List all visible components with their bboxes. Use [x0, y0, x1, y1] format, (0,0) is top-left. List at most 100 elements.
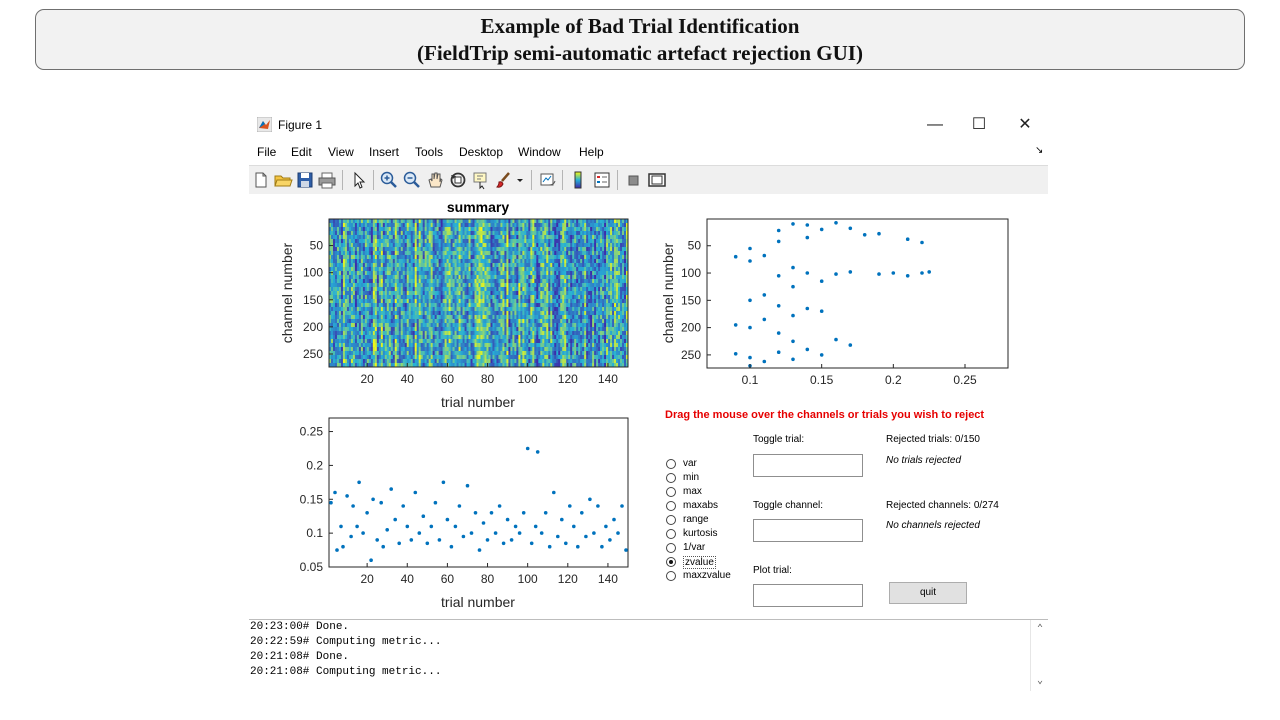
dock-arrow-icon[interactable]: ↘ — [1035, 145, 1044, 156]
heatmap-cell — [538, 263, 541, 268]
menu-help[interactable]: Help — [579, 145, 604, 159]
heatmap-cell — [514, 223, 517, 228]
heatmap-cell — [512, 271, 515, 276]
menu-window[interactable]: Window — [518, 145, 561, 159]
heatmap-cell — [430, 251, 433, 256]
zoom-in-icon[interactable] — [379, 170, 399, 190]
heatmap-cell — [558, 267, 561, 272]
print-icon[interactable] — [317, 170, 337, 190]
menu-view[interactable]: View — [328, 145, 354, 159]
heatmap-cell — [398, 287, 402, 292]
heatmap-cell — [386, 335, 390, 340]
menu-desktop[interactable]: Desktop — [459, 145, 504, 159]
heatmap-cell — [622, 231, 625, 236]
heatmap-cell — [444, 259, 447, 264]
heatmap-cell — [400, 303, 404, 308]
heatmap-image[interactable] — [329, 219, 629, 368]
heatmap-cell — [462, 259, 465, 264]
heatmap-cell — [614, 239, 617, 244]
heatmap-cell — [594, 315, 597, 320]
heatmap-cell — [424, 343, 428, 348]
heatmap-cell — [590, 239, 593, 244]
close-button[interactable]: ✕ — [1018, 116, 1032, 133]
link-plot-icon[interactable] — [538, 170, 558, 190]
heatmap-cell — [410, 239, 414, 244]
heatmap-cell — [580, 243, 583, 248]
heatmap-cell — [598, 315, 601, 320]
heatmap-cell — [534, 267, 537, 272]
heatmap-cell — [358, 311, 362, 316]
heatmap-cell — [368, 319, 372, 324]
heatmap-cell — [570, 315, 573, 320]
heatmap-cell — [498, 343, 501, 348]
heatmap-cell — [554, 331, 557, 336]
heatmap-cell — [544, 223, 547, 228]
menu-tools[interactable]: Tools — [415, 145, 444, 159]
heatmap-cell — [562, 335, 565, 340]
heatmap-cell — [614, 275, 617, 280]
save-icon[interactable] — [295, 170, 315, 190]
heatmap-cell — [444, 219, 447, 224]
heatmap-cell — [474, 343, 477, 348]
pan-icon[interactable] — [425, 170, 445, 190]
heatmap-cell — [436, 343, 439, 348]
heatmap-cell — [436, 319, 439, 324]
heatmap-cell — [348, 267, 352, 272]
heatmap-cell — [380, 235, 384, 240]
hide-plot-tools-icon[interactable] — [624, 170, 644, 190]
heatmap-cell — [546, 311, 549, 316]
heatmap-cell — [390, 263, 394, 268]
heatmap-cell — [544, 279, 547, 284]
heatmap-cell — [506, 335, 509, 340]
heatmap-cell — [454, 243, 457, 248]
heatmap-cell — [606, 343, 609, 348]
heatmap-cell — [464, 287, 467, 292]
data-cursor-icon[interactable] — [471, 170, 491, 190]
heatmap-cell — [510, 287, 513, 292]
heatmap-cell — [426, 227, 430, 232]
heatmap-cell — [378, 343, 382, 348]
minimize-button[interactable]: — — [927, 116, 943, 133]
new-figure-icon[interactable] — [251, 170, 271, 190]
heatmap-cell — [572, 227, 575, 232]
heatmap-cell — [614, 331, 617, 336]
heatmap-cell — [614, 311, 617, 316]
heatmap-cell — [462, 323, 465, 328]
pointer-icon[interactable] — [349, 170, 369, 190]
heatmap-cell — [428, 315, 432, 320]
heatmap-cell — [334, 263, 338, 268]
open-file-icon[interactable] — [273, 170, 293, 190]
zoom-out-icon[interactable] — [402, 170, 422, 190]
heatmap-cell — [556, 243, 559, 248]
heatmap-cell — [578, 339, 581, 344]
heatmap-cell — [510, 299, 513, 304]
heatmap-cell — [502, 339, 505, 344]
heatmap-cell — [410, 219, 414, 224]
brush-icon[interactable] — [494, 170, 514, 190]
heatmap-cell — [342, 299, 346, 304]
menu-edit[interactable]: Edit — [291, 145, 312, 159]
heatmap-cell — [348, 275, 352, 280]
menu-file[interactable]: File — [257, 145, 277, 159]
heatmap-cell — [516, 291, 519, 296]
heatmap-cell — [620, 267, 623, 272]
heatmap-cell — [372, 295, 376, 300]
menu-insert[interactable]: Insert — [369, 145, 400, 159]
heatmap-cell — [336, 303, 340, 308]
heatmap-cell — [348, 291, 352, 296]
heatmap-cell — [522, 267, 525, 272]
rotate-3d-icon[interactable] — [448, 170, 468, 190]
legend-icon[interactable] — [592, 170, 612, 190]
heatmap-cell — [364, 283, 368, 288]
brush-dropdown-icon[interactable] — [515, 170, 525, 190]
heatmap-cell — [472, 331, 475, 336]
colorbar-icon[interactable] — [568, 170, 588, 190]
maximize-button[interactable]: ☐ — [971, 116, 987, 133]
show-plot-tools-icon[interactable] — [647, 170, 667, 190]
heatmap-cell — [562, 319, 565, 324]
heatmap-cell — [530, 311, 533, 316]
heatmap-cell — [404, 287, 408, 292]
heatmap-cell — [410, 299, 414, 304]
heatmap-cell — [386, 279, 390, 284]
heatmap-cell — [332, 319, 336, 324]
